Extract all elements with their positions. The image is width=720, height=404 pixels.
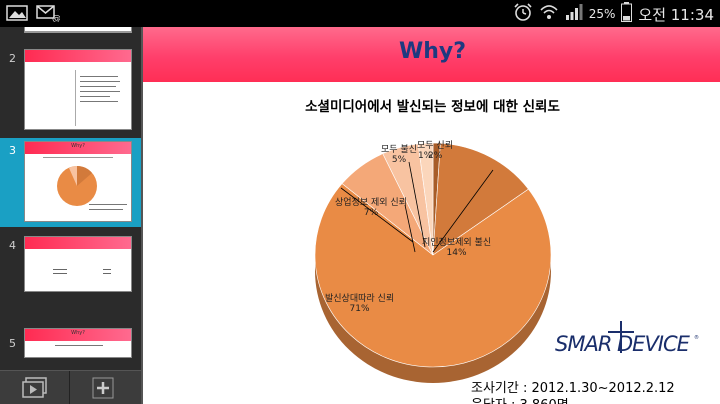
slide-title: Why? [398, 39, 467, 64]
slice-label-1-name: 지인정보제외 불신 [422, 238, 492, 248]
slide-thumbnail-2[interactable]: 2 [0, 46, 141, 135]
slice-label-0-name: 발신상대따라 신뢰 [325, 294, 395, 304]
slideshow-button[interactable] [16, 376, 54, 400]
email-icon: @ [36, 4, 61, 24]
thumbnail-title: Why? [71, 143, 85, 149]
slide-canvas[interactable]: Why? 소셜미디어에서 발신되는 정보에 대한 신뢰도 발신상대따라 신뢰 7… [141, 27, 720, 404]
slide-thumbnail-image [24, 236, 132, 292]
chart-title: 소셜미디어에서 발신되는 정보에 대한 신뢰도 [305, 99, 560, 115]
slice-label-1-value: 14% [446, 248, 467, 258]
svg-text:SMAR: SMAR [555, 332, 611, 356]
toolbar-divider [69, 371, 70, 404]
play-slideshow-icon [22, 377, 47, 398]
signal-icon [565, 3, 583, 25]
slice-label-2-name: 상업정보 제외 신뢰 [335, 198, 407, 208]
slice-label-3: 모두 불신 5% [381, 145, 417, 165]
add-slide-button[interactable] [84, 376, 122, 400]
slice-label-0: 발신상대따라 신뢰 71% [325, 294, 394, 314]
slice-label-4-name: 모두 신뢰 [417, 141, 453, 151]
battery-percent: 25% [588, 7, 616, 21]
survey-period: 조사기간 : 2012.1.30~2012.2.12 [471, 381, 675, 396]
slide-thumbnail-image [24, 27, 132, 33]
plus-icon [92, 377, 114, 399]
slice-label-3-value: 5% [391, 155, 407, 165]
slide-panel: 2 3 Why? 4 [0, 27, 141, 404]
slide-thumbnail-1[interactable] [0, 27, 141, 38]
slice-label-2: 상업정보 제외 신뢰 7% [335, 198, 407, 218]
slide-header-band: Why? [143, 27, 720, 82]
thumbnail-title: Why? [71, 330, 85, 336]
slide-number: 5 [9, 337, 16, 350]
wifi-icon [539, 3, 559, 25]
slice-label-0-value: 71% [349, 304, 370, 314]
slide-thumbnail-image: Why? [24, 141, 132, 222]
slice-label-3-name: 모두 불신 [381, 145, 417, 155]
panel-toolbar [0, 370, 141, 404]
slide-number: 2 [9, 52, 16, 65]
battery-icon [621, 2, 633, 26]
slide-thumbnail-image [24, 49, 132, 130]
image-icon [6, 4, 28, 22]
slide-thumbnail-4[interactable]: 4 [0, 233, 141, 322]
slice-label-2-value: 7% [363, 208, 379, 218]
slide-thumbnail-3[interactable]: 3 Why? [0, 138, 141, 227]
slide-thumbnail-5[interactable]: 5 Why? [0, 325, 141, 404]
slide-number: 3 [9, 144, 16, 157]
clock: 오전 11:34 [638, 5, 714, 24]
smartdevice-logo: SMAR DEVICE ® [551, 319, 701, 369]
survey-respondents: 응답자 : 3,860명 [471, 394, 569, 404]
slide-number: 4 [9, 239, 16, 252]
pie-chart [314, 142, 552, 383]
slice-label-4-value: 2% [428, 151, 443, 161]
svg-text:DEVICE: DEVICE [617, 332, 691, 356]
svg-text:®: ® [694, 334, 699, 341]
slide-thumbnail-image: Why? [24, 328, 132, 358]
svg-text:@: @ [52, 14, 60, 22]
alarm-icon [513, 3, 533, 25]
status-bar: @ 25% 오전 11:34 [0, 0, 720, 27]
slice-label-1: 지인정보제외 불신 14% [422, 238, 491, 258]
slice-label-5-value: 1% [418, 151, 433, 161]
slice-label-4: 모두 신뢰 [417, 141, 453, 151]
